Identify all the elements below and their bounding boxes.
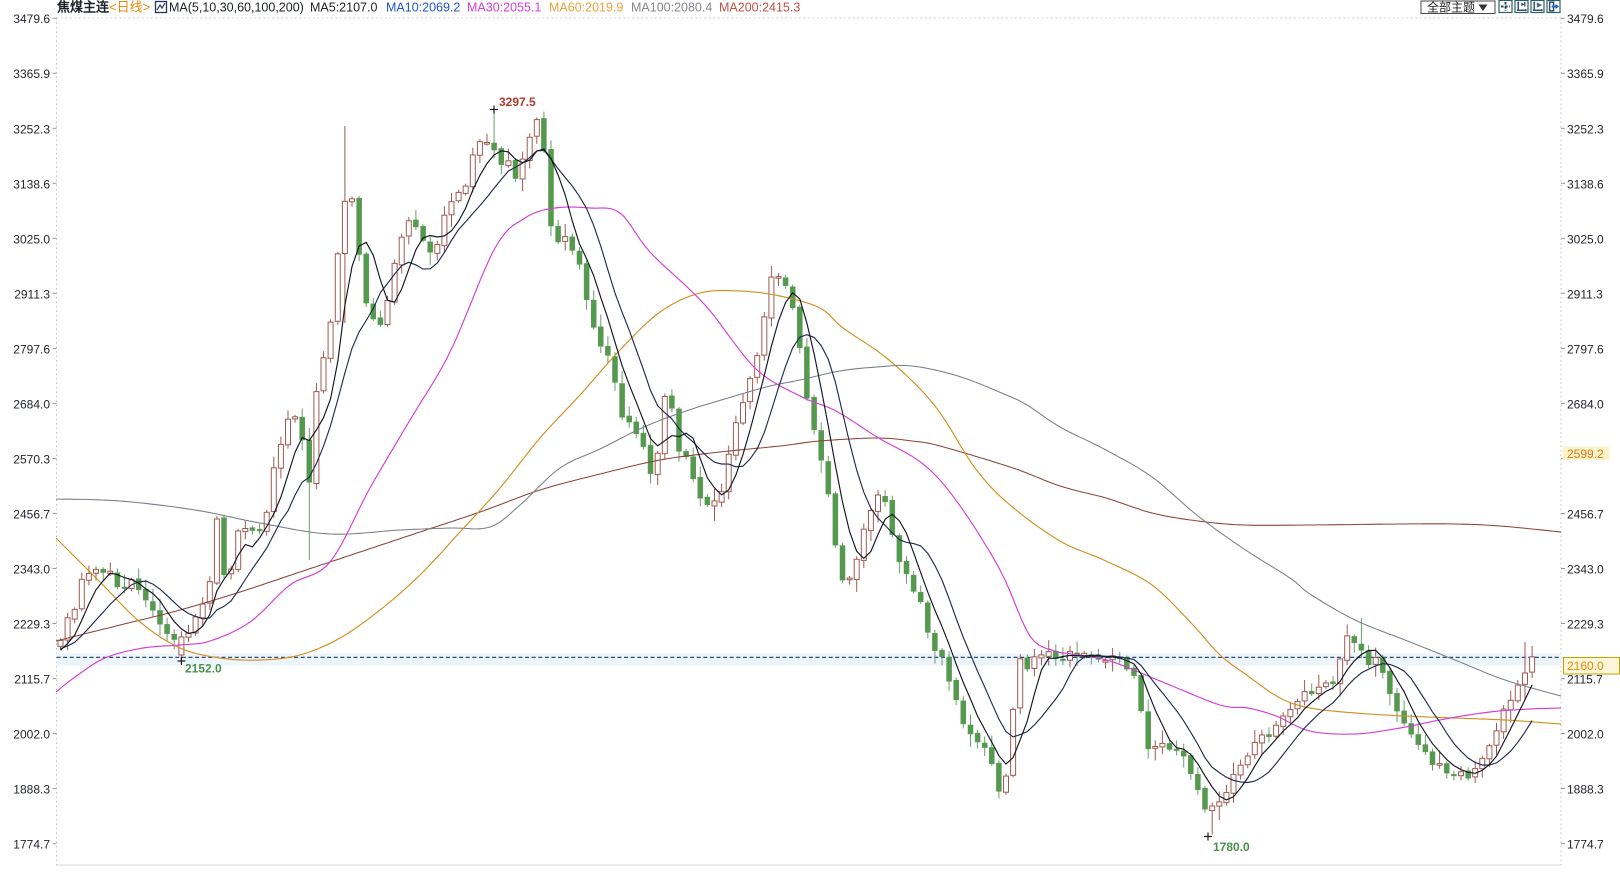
svg-text:MA100:2080.4: MA100:2080.4 bbox=[631, 1, 712, 15]
svg-text:2684.0: 2684.0 bbox=[13, 397, 50, 411]
svg-text:2911.3: 2911.3 bbox=[1567, 287, 1603, 301]
svg-text:2911.3: 2911.3 bbox=[14, 287, 50, 301]
svg-text:2152.0: 2152.0 bbox=[185, 662, 222, 676]
svg-text:3138.6: 3138.6 bbox=[1567, 177, 1604, 191]
svg-text:2456.7: 2456.7 bbox=[1567, 508, 1604, 522]
svg-text:3025.0: 3025.0 bbox=[13, 232, 50, 246]
svg-text:MA60:2019.9: MA60:2019.9 bbox=[549, 1, 623, 15]
svg-text:2002.0: 2002.0 bbox=[13, 728, 50, 742]
svg-text:2115.7: 2115.7 bbox=[1567, 673, 1603, 687]
svg-text:MA(5,10,30,60,100,200): MA(5,10,30,60,100,200) bbox=[169, 1, 304, 15]
svg-text:2599.2: 2599.2 bbox=[1567, 447, 1604, 461]
svg-text:3252.3: 3252.3 bbox=[1567, 122, 1604, 136]
svg-text:3479.6: 3479.6 bbox=[13, 12, 50, 26]
svg-text:3479.6: 3479.6 bbox=[1567, 12, 1604, 26]
svg-text:1888.3: 1888.3 bbox=[1567, 783, 1604, 797]
svg-text:2456.7: 2456.7 bbox=[13, 508, 50, 522]
svg-text:1780.0: 1780.0 bbox=[1213, 840, 1250, 854]
svg-text:2797.6: 2797.6 bbox=[13, 342, 50, 356]
svg-text:MA30:2055.1: MA30:2055.1 bbox=[467, 1, 541, 15]
svg-text:1774.7: 1774.7 bbox=[13, 838, 50, 852]
svg-text:MA10:2069.2: MA10:2069.2 bbox=[386, 1, 460, 15]
svg-text:2115.7: 2115.7 bbox=[14, 673, 50, 687]
svg-text:2343.0: 2343.0 bbox=[13, 563, 50, 577]
svg-text:2797.6: 2797.6 bbox=[1567, 342, 1604, 356]
svg-text:2570.3: 2570.3 bbox=[13, 452, 50, 466]
svg-text:3252.3: 3252.3 bbox=[13, 122, 50, 136]
svg-text:3365.9: 3365.9 bbox=[1567, 67, 1604, 81]
svg-text:1888.3: 1888.3 bbox=[13, 783, 50, 797]
svg-text:2229.3: 2229.3 bbox=[13, 618, 50, 632]
svg-text:3365.9: 3365.9 bbox=[13, 67, 50, 81]
svg-text:1774.7: 1774.7 bbox=[1567, 838, 1604, 852]
svg-text:2343.0: 2343.0 bbox=[1567, 563, 1604, 577]
svg-text:全部主题: 全部主题 bbox=[1427, 0, 1475, 15]
svg-text:2002.0: 2002.0 bbox=[1567, 728, 1604, 742]
svg-text:3138.6: 3138.6 bbox=[13, 177, 50, 191]
svg-text:3025.0: 3025.0 bbox=[1567, 232, 1604, 246]
svg-text:MA200:2415.3: MA200:2415.3 bbox=[719, 1, 800, 15]
svg-text:2229.3: 2229.3 bbox=[1567, 618, 1604, 632]
svg-text:焦煤主连: 焦煤主连 bbox=[56, 0, 110, 15]
svg-text:2684.0: 2684.0 bbox=[1567, 397, 1604, 411]
svg-text:<日线>: <日线> bbox=[109, 0, 150, 15]
svg-text:2160.0: 2160.0 bbox=[1567, 659, 1604, 673]
svg-text:3297.5: 3297.5 bbox=[499, 95, 536, 109]
svg-text:MA5:2107.0: MA5:2107.0 bbox=[310, 1, 377, 15]
